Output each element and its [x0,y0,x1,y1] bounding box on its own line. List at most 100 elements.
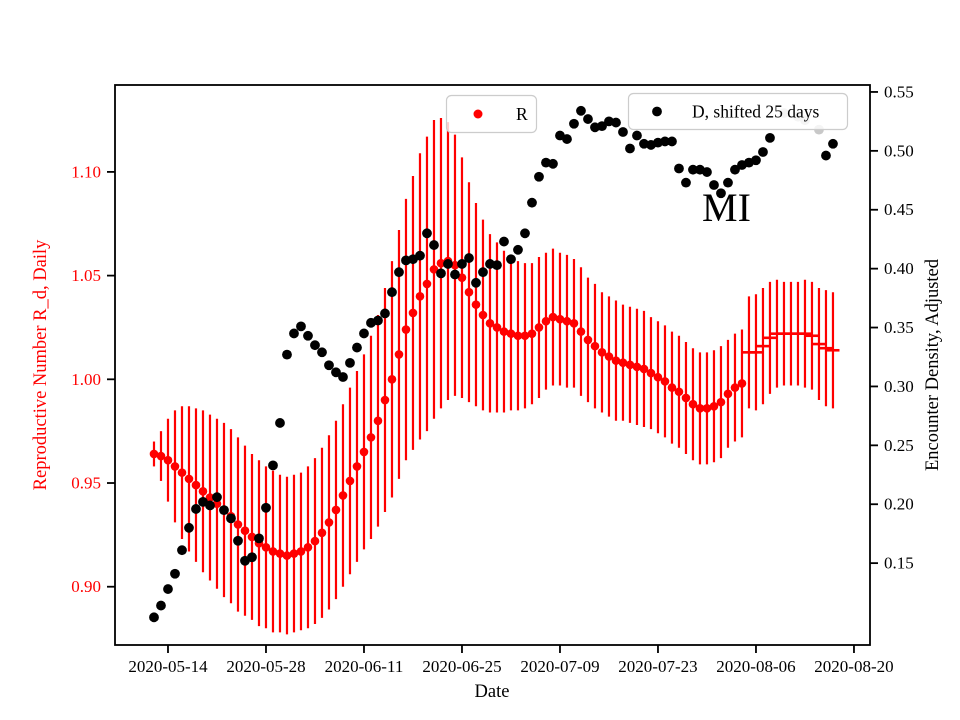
r-point [233,520,243,529]
r-point [723,389,733,399]
r-point [408,308,418,318]
r-point [275,549,285,558]
y-left-tick-label: 0.95 [71,474,101,493]
d-point [597,121,607,132]
r-point [345,476,355,486]
r-point [205,493,215,502]
r-point [506,329,516,338]
x-tick-label: 2020-06-11 [325,657,404,676]
r-point [660,377,670,386]
r-point [317,528,327,538]
d-point [562,134,572,144]
x-tick-label: 2020-05-28 [226,657,305,676]
d-point [450,269,460,280]
d-point [331,367,341,378]
legend-d-label: D, shifted 25 days [692,102,820,122]
r-point [394,350,404,359]
r-point [492,323,502,332]
d-point [170,568,180,579]
r-point [401,325,411,334]
d-point [520,228,530,239]
r-point [478,310,488,320]
r-point [688,399,698,409]
d-point [184,522,194,533]
r-point [520,331,530,341]
r-point [716,397,726,407]
x-axis-title: Date [475,682,510,702]
r-point [338,491,348,500]
y-right-tick-label: 0.55 [884,82,914,101]
d-point [723,177,733,188]
r-point [471,300,481,309]
r-point [198,487,208,496]
r-point [310,536,320,546]
r-point [569,319,579,328]
r-point [590,341,600,351]
d-point [296,321,306,332]
r-point [177,468,187,477]
d-point [324,360,334,371]
d-point [149,612,159,623]
r-point [163,455,173,465]
r-point [555,314,565,324]
y-right-tick-label: 0.20 [884,495,914,514]
y-right-tick-label: 0.35 [884,318,914,337]
d-point [310,340,320,351]
d-point [163,584,173,594]
r-point [170,462,180,471]
d-point [499,236,509,247]
legend-r: R [445,94,538,134]
y-left-tick-label: 1.05 [71,266,101,285]
r-point [184,474,194,484]
y-left-tick-label: 1.10 [71,162,101,181]
d-point [457,259,467,269]
r-dash-point [756,344,770,348]
d-point [583,114,593,124]
r-point [429,265,439,274]
y-right-tick-label: 0.50 [884,141,914,160]
d-point [205,500,215,511]
r-dash-point [749,351,763,354]
d-point [429,240,439,250]
d-point [681,177,691,188]
r-point [240,526,250,536]
r-dash-point [798,332,812,335]
d-point [422,228,432,239]
d-point [156,600,166,611]
d-point [478,267,488,278]
d-point [380,308,390,319]
d-markers [149,105,838,623]
d-point [345,357,355,368]
state-annotation: MI [702,185,751,230]
d-point [709,180,719,190]
r-dash-point [805,334,819,338]
r-point [324,518,334,527]
axis-tick-labels: 2020-05-14 2020-05-28 2020-06-11 2020-06-25… [71,82,914,676]
r-point [499,327,509,336]
d-point [674,163,684,174]
d-point [254,533,264,544]
left-axis-title: Reproductive Number R_d, Daily [31,239,51,490]
d-point [219,505,229,516]
d-point [688,164,698,175]
d-point [282,349,292,360]
d-point [261,502,271,513]
d-point [821,150,831,161]
r-point [366,433,376,442]
r-point [548,312,558,322]
d-point [751,155,761,166]
d-point [443,259,453,269]
r-point [639,364,649,374]
r-point [653,372,663,382]
d-point [548,158,558,169]
d-point [702,167,712,177]
x-tick-label: 2020-08-06 [716,657,795,676]
x-tick-label: 2020-07-09 [520,657,599,676]
d-point [611,117,621,128]
d-point [289,328,299,339]
y-right-tick-label: 0.40 [884,259,914,278]
d-point [667,136,677,147]
d-point [716,188,726,199]
d-point [387,287,397,298]
